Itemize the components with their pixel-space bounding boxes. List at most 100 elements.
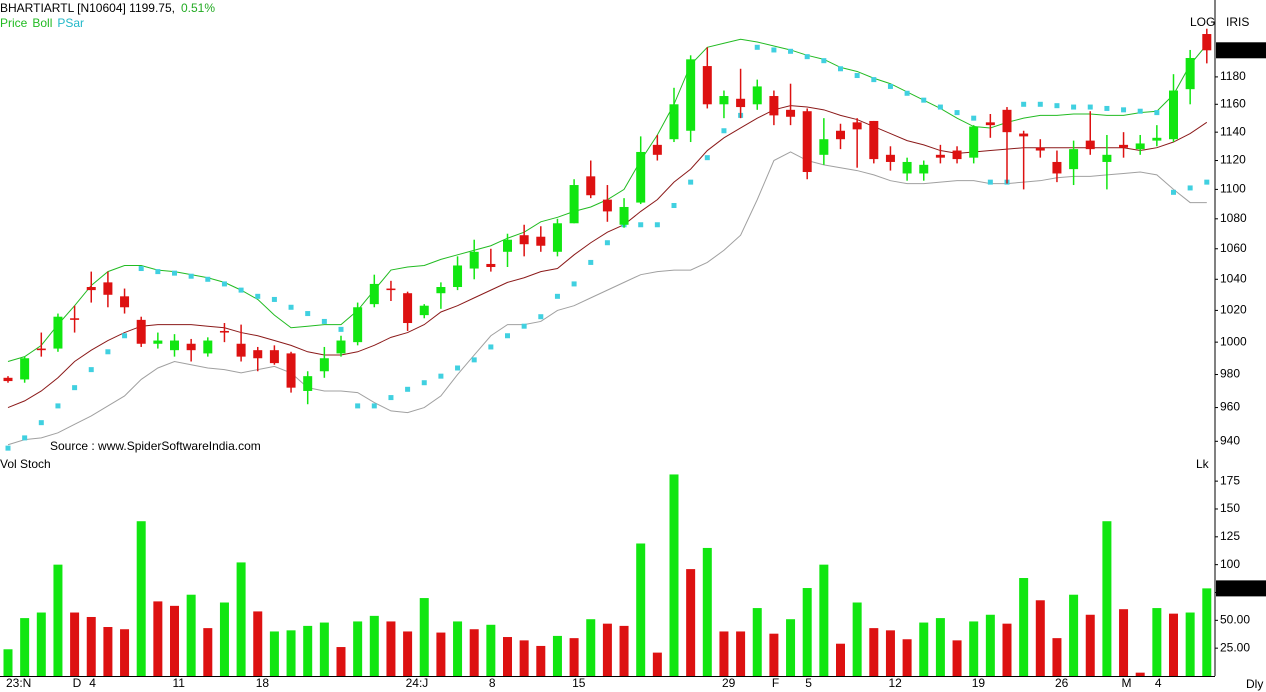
psar-dot xyxy=(72,385,78,391)
volume-bar xyxy=(469,629,479,676)
volume-bar xyxy=(935,618,945,676)
psar-dot xyxy=(1104,105,1110,111)
candle-body xyxy=(1102,154,1112,162)
candle-body xyxy=(702,66,712,105)
psar-dot xyxy=(904,90,910,96)
y-tick-label: 100 xyxy=(1220,557,1240,571)
candle-body xyxy=(353,307,363,343)
candle-body xyxy=(636,151,646,203)
volume-bar xyxy=(519,640,529,676)
ticker: BHARTIARTL [N10604] 1199.75, xyxy=(0,1,175,15)
legend: Price Boll PSar xyxy=(0,16,84,30)
x-tick-label: 5 xyxy=(805,676,812,690)
y-tick-label: 1160 xyxy=(1220,96,1246,110)
psar-dot xyxy=(1121,107,1127,113)
candle-body xyxy=(336,340,346,354)
candle-body xyxy=(269,350,279,364)
psar-dot xyxy=(638,222,644,228)
y-tick-label: 1140 xyxy=(1220,124,1246,138)
psar-dot xyxy=(1154,110,1160,116)
volume-bar xyxy=(20,618,30,676)
candle-body xyxy=(819,139,829,155)
volume-bar xyxy=(769,633,779,676)
psar-dot xyxy=(405,386,411,392)
volume-bar xyxy=(269,631,279,676)
candle-body xyxy=(786,109,796,117)
volume-bar xyxy=(802,588,812,676)
psar-dot xyxy=(838,66,843,72)
candle-body xyxy=(386,288,396,291)
volume-bar xyxy=(852,602,862,676)
volume-unit: Lk xyxy=(1196,457,1210,471)
psar-dot xyxy=(704,155,710,161)
candle-body xyxy=(303,376,313,391)
psar-dot xyxy=(721,128,727,134)
y-tick-label: 25.00 xyxy=(1220,640,1250,654)
x-tick-label: 24:J xyxy=(406,676,429,690)
volume-bar xyxy=(952,640,962,676)
psar-dot xyxy=(971,115,977,121)
volume-bar xyxy=(586,619,596,676)
volume-bar xyxy=(702,547,712,676)
volume-bar xyxy=(686,569,696,676)
psar-dot xyxy=(654,222,660,228)
x-tick-label: 29 xyxy=(722,676,736,690)
volume-bar xyxy=(120,629,130,676)
y-tick-label: 1000 xyxy=(1220,334,1247,348)
psar-dot xyxy=(788,48,794,54)
candle-body xyxy=(1085,140,1095,150)
psar-dot xyxy=(854,73,860,79)
volume-bar xyxy=(70,612,80,676)
volume-bar xyxy=(236,562,246,676)
candle-body xyxy=(1152,137,1162,141)
psar-dot xyxy=(88,367,94,373)
volume-bar xyxy=(419,598,429,676)
candle-body xyxy=(802,111,812,173)
legend-entry: PSar xyxy=(57,16,84,30)
x-tick-label: 18 xyxy=(256,676,270,690)
y-tick-label: 980 xyxy=(1220,367,1240,381)
psar-dot xyxy=(1037,101,1043,107)
psar-dot xyxy=(388,395,394,401)
psar-dot xyxy=(954,110,960,116)
candle-body xyxy=(902,161,912,174)
volume-bar xyxy=(836,643,845,676)
candle-body xyxy=(752,86,762,105)
candle-body xyxy=(669,104,679,140)
volume-bar xyxy=(602,623,612,676)
scale-label: LOG xyxy=(1190,15,1215,29)
x-tick-label: 19 xyxy=(972,676,986,690)
candle-body xyxy=(369,283,379,305)
candle-body xyxy=(1119,144,1129,148)
x-tick-label: 23:N xyxy=(6,676,31,690)
candle-body xyxy=(403,293,413,324)
candle-body xyxy=(103,282,113,295)
volume-bar xyxy=(319,622,329,676)
volume-bar xyxy=(253,611,263,676)
volume-bar xyxy=(203,628,213,676)
candle-body xyxy=(885,154,895,162)
candle-body xyxy=(219,330,229,333)
psar-dot xyxy=(821,58,827,64)
candle-body xyxy=(203,340,213,354)
header-line: BHARTIARTL [N10604] 1199.75, 0.51% xyxy=(0,1,215,15)
psar-dot xyxy=(305,311,311,317)
last-volume: 78.69 xyxy=(1219,581,1249,595)
candle-body xyxy=(919,164,929,174)
psar-dot xyxy=(538,314,544,320)
psar-dot xyxy=(1137,108,1143,114)
candle-body xyxy=(1069,149,1079,170)
psar-dot xyxy=(238,287,244,293)
candle-body xyxy=(36,348,46,351)
volume-bar xyxy=(669,474,679,676)
period: Dly xyxy=(1246,677,1263,691)
y-tick-label: 1020 xyxy=(1220,303,1247,317)
x-tick-label: 8 xyxy=(489,676,496,690)
candle-body xyxy=(869,120,879,160)
candle-body xyxy=(719,96,729,105)
psar-dot xyxy=(255,293,261,299)
volume-bar xyxy=(1035,600,1045,676)
y-tick-label: 1180 xyxy=(1220,69,1246,83)
y-tick-label: 175 xyxy=(1220,473,1240,487)
volume-bar xyxy=(336,647,346,676)
